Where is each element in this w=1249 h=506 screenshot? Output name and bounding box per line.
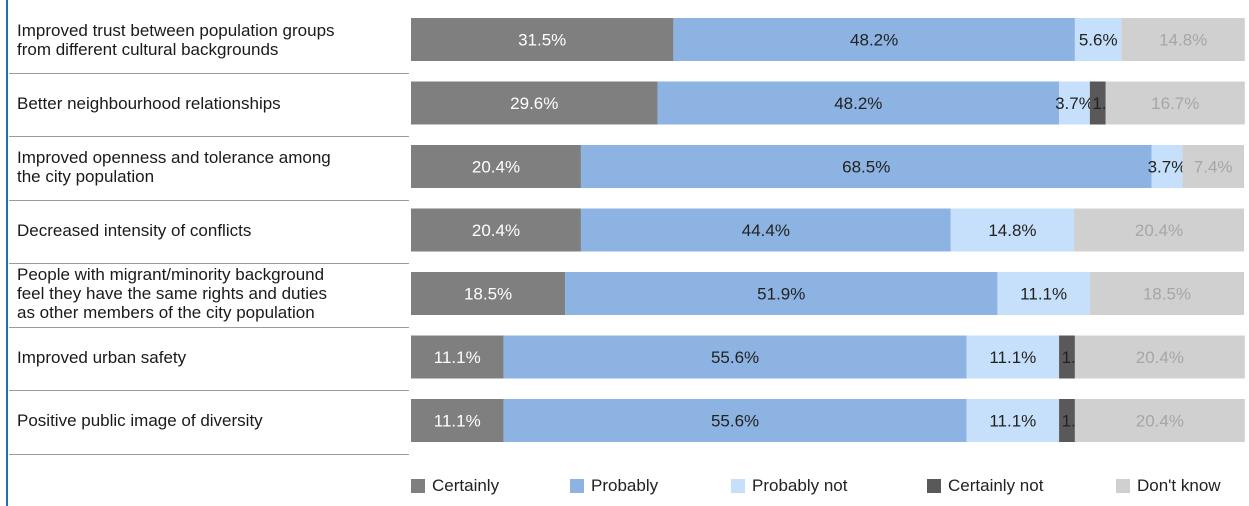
data-label: 48.2% bbox=[850, 31, 898, 50]
bar-segment bbox=[411, 81, 658, 125]
bar-segment bbox=[1121, 18, 1245, 61]
data-label: 55.6% bbox=[711, 348, 759, 367]
bar-segment bbox=[411, 208, 581, 252]
legend-item: Certainly bbox=[411, 476, 499, 496]
legend-swatch bbox=[1116, 479, 1130, 493]
bar-segment bbox=[1074, 208, 1244, 252]
data-label: 11.1% bbox=[989, 412, 1036, 431]
bar-segment bbox=[411, 18, 674, 61]
row-separator bbox=[9, 199, 409, 201]
data-label: 44.4% bbox=[742, 221, 790, 240]
row-separator bbox=[9, 263, 409, 264]
data-label: 11.1% bbox=[1020, 285, 1067, 304]
data-label: 18.5% bbox=[1143, 285, 1191, 304]
data-label: 48.2% bbox=[834, 94, 882, 113]
legend-item: Certainly not bbox=[927, 476, 1043, 496]
bar-segment bbox=[966, 399, 1060, 442]
data-label: 20.4% bbox=[472, 158, 520, 177]
legend-label: Certainly not bbox=[948, 476, 1044, 495]
data-label: 20.4% bbox=[1136, 348, 1184, 367]
data-label: 18.5% bbox=[464, 285, 512, 304]
data-label: 14.8% bbox=[1159, 31, 1207, 50]
bar-segment bbox=[1089, 81, 1106, 125]
data-label: 20.4% bbox=[472, 221, 520, 240]
bar-segment bbox=[950, 208, 1075, 252]
row-separator bbox=[9, 326, 409, 328]
legend-swatch bbox=[731, 479, 745, 493]
bar-segment bbox=[411, 399, 504, 442]
bar-segment bbox=[966, 335, 1060, 379]
legend-swatch bbox=[411, 479, 425, 493]
data-label: 20.4% bbox=[1136, 412, 1184, 431]
legend-label: Probably bbox=[591, 476, 659, 495]
legend-swatch bbox=[927, 479, 941, 493]
bar-segment bbox=[1059, 399, 1075, 442]
data-label: 16.7% bbox=[1151, 94, 1199, 113]
bar-segment bbox=[411, 272, 566, 315]
bar-segment bbox=[1074, 18, 1122, 61]
legend-swatch bbox=[570, 479, 584, 493]
data-label: 11.1% bbox=[434, 348, 481, 367]
bar-segment bbox=[1151, 145, 1183, 188]
data-label: 20.4% bbox=[1135, 221, 1183, 240]
category-label: People with migrant/minority background f… bbox=[17, 265, 327, 322]
bar-segment bbox=[580, 145, 1152, 188]
category-label: Improved urban safety bbox=[17, 347, 187, 367]
bar-segment bbox=[1182, 145, 1244, 188]
data-label: 7.4% bbox=[1194, 158, 1233, 177]
bar-segment bbox=[997, 272, 1090, 315]
bar-segment bbox=[411, 145, 581, 188]
row-separator bbox=[9, 390, 409, 391]
left-border-line bbox=[6, 0, 8, 506]
data-label: 3.7% bbox=[1055, 94, 1094, 113]
bar-segment bbox=[1074, 399, 1245, 442]
legend-label: Don't know bbox=[1137, 476, 1221, 495]
bar-segment bbox=[1059, 335, 1075, 379]
bar-segment bbox=[1105, 81, 1245, 125]
row-separator bbox=[9, 72, 409, 74]
legend-item: Don't know bbox=[1116, 476, 1221, 496]
category-label: Better neighbourhood relationships bbox=[17, 93, 281, 113]
data-label: 31.5% bbox=[518, 31, 566, 50]
bar-segment bbox=[1089, 272, 1244, 315]
category-label: Positive public image of diversity bbox=[17, 411, 263, 430]
bar-segment bbox=[565, 272, 998, 315]
data-label: 11.1% bbox=[989, 348, 1036, 367]
data-label: 14.8% bbox=[988, 221, 1036, 240]
legend: Certainly Probably Probably not Certainly n… bbox=[411, 476, 1249, 498]
data-label: 29.6% bbox=[510, 94, 558, 113]
legend-item: Probably not bbox=[731, 476, 847, 496]
data-label: 11.1% bbox=[434, 412, 481, 431]
bar-segment bbox=[580, 208, 951, 252]
category-label: Decreased intensity of conflicts bbox=[17, 220, 252, 240]
bar-segment bbox=[673, 18, 1075, 61]
data-label: 68.5% bbox=[842, 158, 890, 177]
bar-segment bbox=[657, 81, 1060, 125]
bar-segment bbox=[411, 335, 504, 379]
bar-segment bbox=[503, 399, 967, 442]
data-label: 55.6% bbox=[711, 412, 759, 431]
bar-segment bbox=[1059, 81, 1090, 125]
category-label: Improved trust between population groups… bbox=[17, 20, 335, 59]
data-label: 51.9% bbox=[757, 285, 805, 304]
data-label: 5.6% bbox=[1079, 31, 1118, 50]
legend-item: Probably bbox=[570, 476, 658, 496]
bar-segment bbox=[1074, 335, 1245, 379]
bar-segment bbox=[503, 335, 967, 379]
legend-label: Certainly bbox=[432, 476, 500, 495]
data-label: 3.7% bbox=[1148, 158, 1187, 177]
row-separator bbox=[9, 136, 409, 137]
row-separator bbox=[9, 453, 409, 455]
category-label: Improved openness and tolerance among the… bbox=[17, 147, 331, 186]
legend-label: Probably not bbox=[752, 476, 848, 495]
